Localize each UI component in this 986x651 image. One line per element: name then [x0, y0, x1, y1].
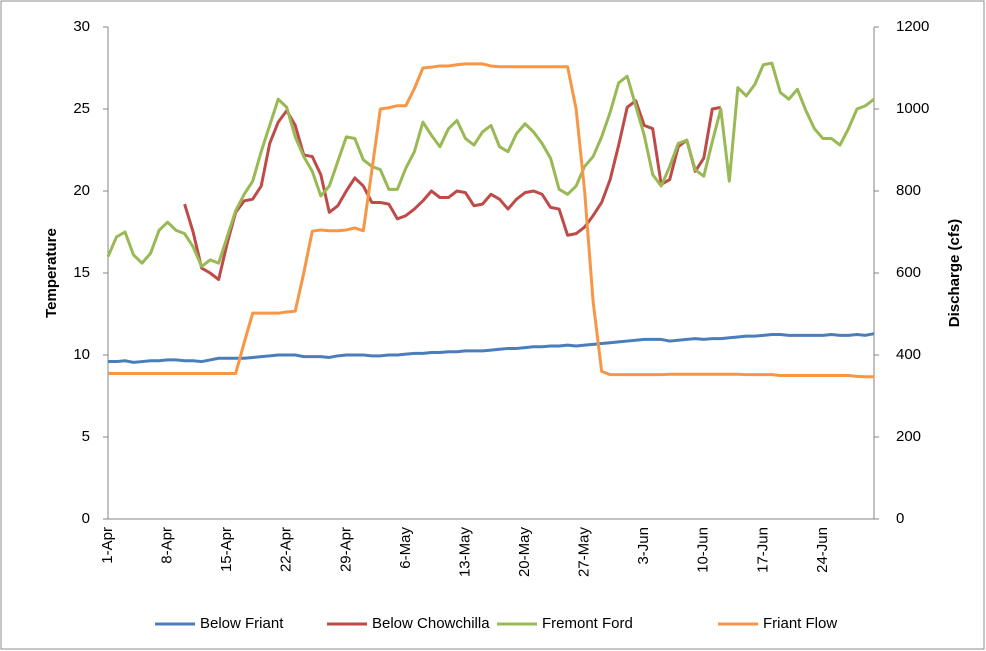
- x-tick-label: 15-Apr: [218, 527, 235, 572]
- y-tick-label: 25: [73, 100, 90, 117]
- series-line: [108, 332, 875, 364]
- y2-tick-label: 800: [896, 182, 921, 199]
- y-tick-label: 0: [82, 510, 90, 527]
- x-tick-label: 29-Apr: [337, 527, 354, 572]
- y2-tick-label: 1000: [896, 100, 929, 117]
- x-tick-label: 27-May: [576, 527, 593, 578]
- legend-label: Below Friant: [200, 615, 284, 632]
- series-line: [183, 99, 722, 282]
- y2-tick-label: 1200: [896, 18, 929, 35]
- x-tick-label: 17-Jun: [754, 527, 771, 573]
- series-line: [108, 62, 874, 379]
- y2-axis-title: Discharge (cfs): [946, 219, 963, 327]
- x-tick-label: 10-Jun: [695, 527, 712, 573]
- x-tick-label: 22-Apr: [278, 527, 295, 572]
- x-tick-label: 24-Jun: [814, 527, 831, 573]
- y-tick-label: 20: [73, 182, 90, 199]
- legend-label: Fremont Ford: [542, 615, 633, 632]
- y-tick-label: 5: [82, 428, 90, 445]
- x-tick-label: 3-Jun: [635, 527, 652, 565]
- y2-tick-label: 0: [896, 510, 904, 527]
- y-axis-title: Temperature: [43, 228, 60, 318]
- series-line: [106, 61, 875, 268]
- x-tick-label: 20-May: [516, 527, 533, 578]
- y-tick-label: 30: [73, 18, 90, 35]
- x-tick-label: 8-Apr: [159, 527, 176, 564]
- y2-tick-label: 200: [896, 428, 921, 445]
- legend-label: Below Chowchilla: [372, 615, 490, 632]
- y2-tick-label: 400: [896, 346, 921, 363]
- x-tick-label: 13-May: [456, 527, 473, 578]
- x-tick-label: 6-May: [397, 527, 414, 569]
- y-tick-label: 10: [73, 346, 90, 363]
- x-tick-label: 1-Apr: [99, 527, 116, 564]
- legend-label: Friant Flow: [763, 615, 837, 632]
- y-tick-label: 15: [73, 264, 90, 281]
- y2-tick-label: 600: [896, 264, 921, 281]
